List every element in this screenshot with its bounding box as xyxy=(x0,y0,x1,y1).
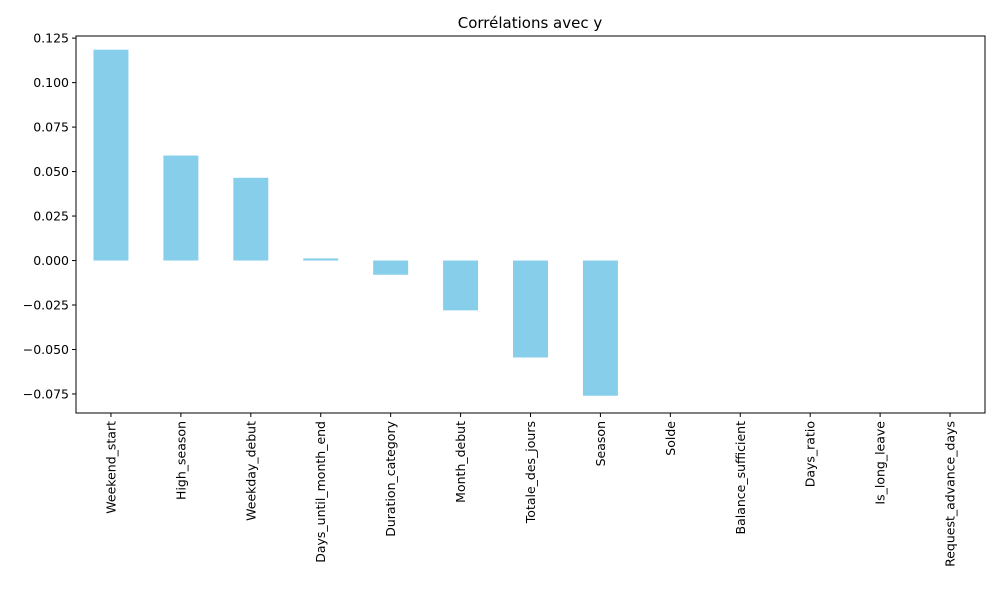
bar-days-until-month-end xyxy=(303,258,339,261)
x-tick-label: Days_until_month_end xyxy=(313,421,328,563)
y-axis-ticks: −0.075 −0.050 −0.025 0.000 0.025 0.050 0.075 0.… xyxy=(23,31,76,401)
chart-title: Corrélations avec y xyxy=(458,14,603,32)
y-tick-label: −0.075 xyxy=(23,386,69,401)
bar-duration-category xyxy=(373,260,409,275)
bar-weekend-start xyxy=(93,49,129,261)
y-tick-label: 0.075 xyxy=(33,120,69,135)
plot-frame xyxy=(75,35,986,414)
bar-totale-des-jours xyxy=(513,260,548,358)
x-tick-label: Solde xyxy=(663,421,678,456)
y-tick-label: 0.050 xyxy=(33,164,69,179)
y-tick-label: 0.025 xyxy=(33,209,69,224)
y-tick-label: 0.100 xyxy=(33,75,69,90)
x-tick-label: Days_ratio xyxy=(803,421,818,487)
x-tick-label: Balance_sufficient xyxy=(733,421,748,535)
x-tick-label: Is_long_leave xyxy=(873,421,888,505)
x-tick-label: Season xyxy=(593,421,608,466)
bar-season xyxy=(582,260,618,396)
x-tick-label: Weekday_debut xyxy=(243,421,258,521)
y-tick-label: 0.125 xyxy=(33,31,69,46)
x-axis-ticks: Weekend_start High_season Weekday_debut Day… xyxy=(103,413,958,567)
x-tick-label: Weekend_start xyxy=(103,421,118,514)
y-tick-label: −0.050 xyxy=(23,342,69,357)
bars-group xyxy=(93,49,618,396)
x-tick-label: Duration_category xyxy=(383,420,398,536)
x-tick-label: High_season xyxy=(173,421,188,500)
x-tick-label: Totale_des_jours xyxy=(523,421,538,524)
y-tick-label: 0.000 xyxy=(33,253,69,268)
y-tick-label: −0.025 xyxy=(23,298,69,313)
x-tick-label: Request_advance_days xyxy=(943,421,958,567)
bar-weekday-debut xyxy=(233,177,269,261)
x-tick-label: Month_debut xyxy=(453,421,468,503)
bar-month-debut xyxy=(443,260,479,311)
bar-high-season xyxy=(163,155,199,261)
